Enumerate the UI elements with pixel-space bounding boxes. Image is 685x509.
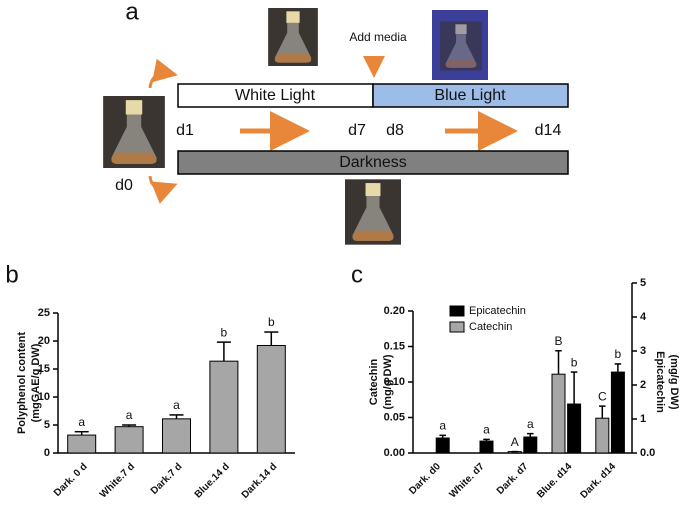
bar-label: White Light (235, 87, 316, 104)
legend-label: Catechin (469, 321, 512, 333)
day-label: d1 (176, 122, 194, 139)
flask-image (103, 96, 165, 168)
x-tick-label: Dark. d0 (407, 461, 443, 497)
triangle-marker (363, 56, 385, 78)
axis-label: (mgGAE/g DW) (30, 343, 42, 422)
significance-letter: B (554, 334, 562, 348)
x-tick-label: Blue. d14 (535, 461, 575, 501)
y-tick-label: 0.10 (384, 376, 405, 388)
x-tick-label: Blue.14 d (193, 461, 232, 500)
y-tick-label: 0.15 (384, 340, 405, 352)
bar (435, 437, 450, 454)
bar-label: Blue Light (434, 87, 506, 104)
axis-label: Catechin (368, 358, 380, 405)
y-tick-label: 0.00 (384, 447, 405, 459)
y2-tick-label: 3 (640, 345, 646, 357)
x-tick-label: Dark. d14 (578, 461, 618, 501)
axis-label: (mg/g DW) (668, 355, 680, 410)
bar (523, 436, 538, 454)
x-tick-label: Dark.14 d (240, 461, 280, 501)
blue-light-bar (372, 83, 569, 108)
significance-letter: b (571, 355, 578, 369)
add-media-label: Add media (349, 30, 407, 44)
y-tick-label: 15 (38, 363, 50, 375)
bar (595, 417, 610, 454)
bar-label: Darkness (339, 154, 407, 171)
panel-label: c (351, 261, 363, 288)
arrow (148, 175, 178, 204)
day-label: d7 (348, 122, 366, 139)
panel-label: a (125, 0, 139, 25)
day-label: d14 (535, 122, 562, 139)
y-tick-label: 5 (44, 419, 50, 431)
significance-letter: C (598, 389, 607, 403)
axis-label: Polyphenol content (16, 332, 28, 434)
bar (67, 434, 97, 454)
y2-tick-label: 2 (640, 379, 646, 391)
legend-swatch (449, 305, 465, 317)
x-tick-label: Dark. 0 d (52, 461, 90, 499)
significance-letter: a (78, 415, 85, 429)
significance-letter: b (268, 315, 275, 329)
x-tick-label: White.7 d (98, 461, 137, 500)
axis-label: Epicatechin (654, 351, 666, 413)
y2-tick-label: 4 (640, 311, 647, 323)
y2-tick-label: 5 (640, 277, 646, 289)
significance-letter: a (173, 398, 180, 412)
flask-image (268, 8, 318, 66)
y-tick-label: 0 (44, 447, 50, 459)
legend-label: Epicatechin (469, 305, 526, 317)
y2-tick-label: 1 (640, 413, 646, 425)
bar (610, 371, 625, 454)
x-tick-label: White. d7 (447, 461, 487, 501)
bar (256, 344, 286, 454)
y2-tick-label: 0.0 (640, 447, 655, 459)
bar (114, 426, 144, 454)
x-tick-label: Dark. d7 (495, 461, 531, 497)
x-tick-label: Dark.7 d (149, 461, 185, 497)
significance-letter: b (615, 347, 622, 361)
axis-label: (mg/g DW) (382, 354, 394, 409)
flask-image (440, 21, 482, 71)
bar (162, 418, 191, 454)
y-tick-label: 20 (38, 335, 50, 347)
significance-letter: a (483, 423, 490, 437)
significance-letter: b (221, 325, 228, 339)
darkness-bar (177, 150, 569, 175)
day-label: d0 (115, 177, 133, 194)
y-tick-label: 0.05 (384, 411, 405, 423)
panel-label: b (5, 261, 18, 288)
bar (479, 440, 494, 454)
significance-letter: a (527, 417, 534, 431)
bar (567, 403, 582, 454)
arrow (148, 58, 178, 89)
bar (209, 360, 239, 454)
significance-letter: a (126, 408, 133, 422)
legend-swatch (449, 321, 465, 333)
day-label: d8 (386, 122, 404, 139)
y-tick-label: 10 (38, 391, 50, 403)
significance-letter: a (439, 418, 446, 432)
significance-letter: A (511, 435, 519, 449)
y-tick-label: 0.20 (384, 305, 405, 317)
flask-image (345, 179, 401, 245)
y-tick-label: 25 (38, 307, 50, 319)
bar (551, 373, 566, 454)
